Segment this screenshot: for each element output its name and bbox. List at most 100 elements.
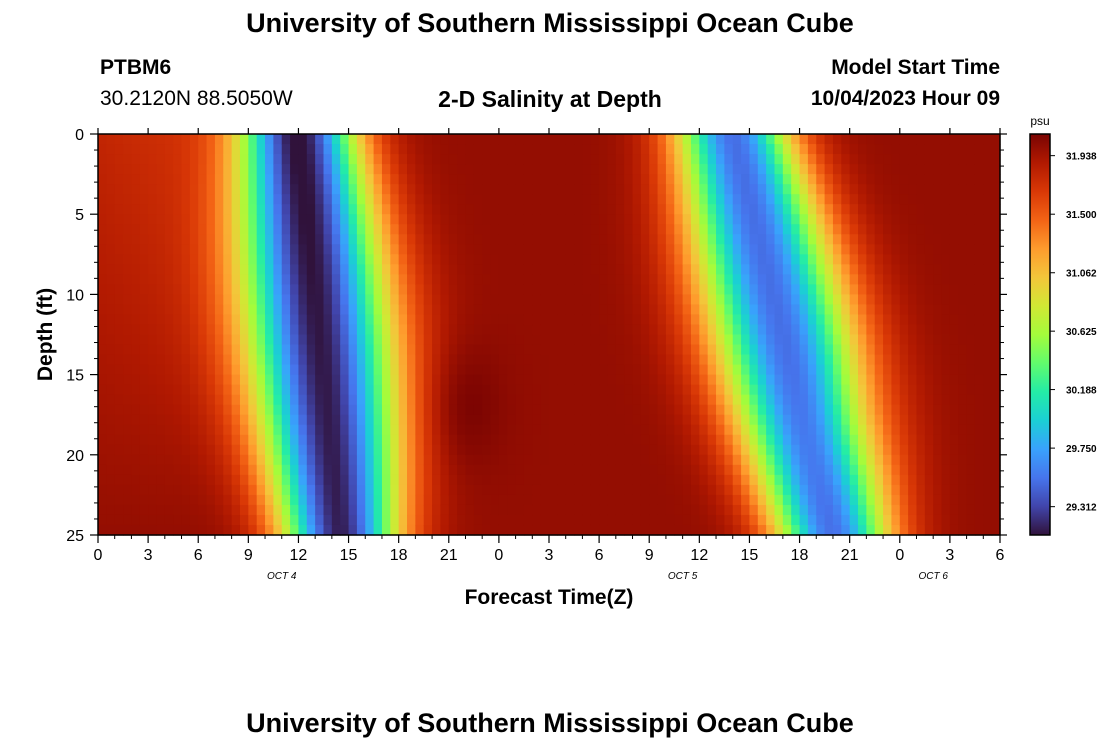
heat-cell [290, 164, 300, 175]
heat-cell [958, 484, 968, 496]
y-tick-label: 0 [75, 127, 84, 144]
heat-cell [607, 454, 617, 466]
heat-cell [883, 224, 893, 235]
heat-cell [724, 234, 734, 245]
heat-cell [916, 244, 926, 255]
heat-cell [632, 184, 642, 195]
heat-cell [381, 354, 391, 366]
heat-cell [557, 344, 567, 356]
heat-cell [432, 224, 442, 235]
heat-cell [315, 454, 325, 466]
heat-cell [866, 434, 876, 446]
heat-cell [657, 394, 667, 406]
heat-cell [766, 364, 776, 376]
heat-cell [757, 164, 767, 175]
heat-cell [657, 364, 667, 376]
heat-cell [315, 304, 325, 316]
heat-cell [156, 384, 166, 396]
heat-cell [574, 464, 584, 476]
heat-cell [173, 304, 183, 316]
heat-cell [574, 184, 584, 195]
heat-cell [832, 494, 842, 506]
heat-cell [590, 374, 600, 386]
heat-cell [824, 164, 834, 175]
heat-cell [315, 414, 325, 426]
heat-cell [774, 294, 784, 306]
heat-cell [791, 444, 801, 456]
heat-cell [198, 504, 208, 516]
heat-cell [381, 244, 391, 255]
heat-cell [607, 474, 617, 486]
heat-cell [239, 174, 249, 185]
heat-cell [440, 204, 450, 215]
heat-cell [565, 474, 575, 486]
heat-cell [799, 254, 809, 265]
heat-cell [599, 414, 609, 426]
heat-cell [473, 144, 483, 155]
heat-cell [908, 444, 918, 456]
heat-cell [290, 394, 300, 406]
heat-cell [774, 144, 784, 155]
heat-cell [933, 224, 943, 235]
heat-cell [432, 514, 442, 526]
heat-cell [148, 144, 158, 155]
heat-cell [549, 184, 558, 195]
heat-cell [958, 214, 968, 225]
heat-cell [657, 474, 667, 486]
heat-cell [816, 514, 826, 526]
heat-cell [849, 164, 859, 175]
heat-cell [766, 334, 776, 346]
heat-cell [448, 434, 458, 446]
heat-cell [766, 314, 776, 326]
heat-cell [515, 434, 525, 446]
heat-cell [231, 334, 241, 346]
heat-cell [223, 334, 233, 346]
heat-cell [281, 454, 291, 466]
heat-cell [523, 424, 533, 436]
heat-cell [858, 284, 867, 296]
heat-cell [231, 484, 241, 496]
heat-cell [432, 214, 442, 225]
heat-cell [690, 384, 700, 396]
heat-cell [540, 444, 550, 456]
heat-cell [791, 464, 801, 476]
heat-cell [557, 444, 567, 456]
heat-cell [239, 424, 249, 436]
heat-cell [966, 184, 976, 195]
heat-cell [941, 484, 951, 496]
heat-cell [565, 244, 575, 255]
heat-cell [532, 134, 542, 145]
heat-cell [757, 444, 767, 456]
heat-cell [841, 464, 851, 476]
heat-cell [615, 384, 625, 396]
heat-cell [657, 444, 667, 456]
heat-cell [164, 414, 174, 426]
heat-cell [407, 504, 416, 516]
heat-cell [231, 494, 241, 506]
heat-cell [883, 204, 893, 215]
heat-cell [323, 274, 333, 285]
heat-cell [440, 314, 450, 326]
heat-cell [674, 224, 684, 235]
heat-cell [657, 154, 667, 165]
heat-cell [356, 144, 366, 155]
heat-cell [356, 374, 366, 386]
heat-cell [98, 334, 107, 346]
heat-cell [398, 214, 408, 225]
heat-cell [665, 414, 675, 426]
heat-cell [991, 284, 1001, 296]
heat-cell [757, 184, 767, 195]
heat-cell [674, 214, 684, 225]
heat-cell [791, 454, 801, 466]
heat-cell [98, 524, 107, 536]
heat-cell [323, 374, 333, 386]
heat-cell [724, 274, 734, 285]
heat-cell [832, 234, 842, 245]
heat-cell [966, 334, 976, 346]
heat-cell [707, 394, 717, 406]
heat-cell [565, 134, 575, 145]
heat-cell [315, 524, 325, 536]
heat-cell [298, 454, 308, 466]
heat-cell [866, 244, 876, 255]
heat-cell [315, 154, 325, 165]
